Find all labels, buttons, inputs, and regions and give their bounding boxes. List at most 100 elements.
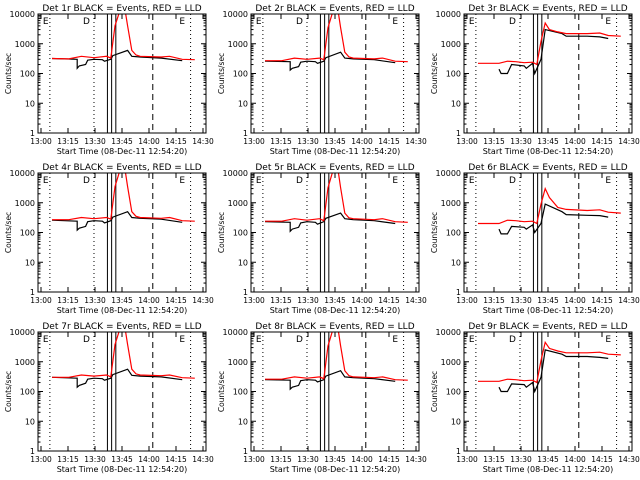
panel-det-9: Det 9r BLACK = Events, RED = LLD E D E 1 10 10… bbox=[430, 322, 640, 474]
marker-label: E bbox=[179, 335, 185, 345]
y-axis-label: Counts/sec bbox=[4, 53, 13, 94]
x-tick-label: 14:15 bbox=[165, 296, 187, 305]
panel-det-1: Det 1r BLACK = Events, RED = LLD E D E 1 10 10… bbox=[4, 4, 214, 156]
x-tick-label: 13:15 bbox=[483, 455, 505, 464]
y-tick-label: 1000 bbox=[15, 199, 35, 208]
y-tick-label: 10000 bbox=[436, 328, 461, 337]
panel-data bbox=[51, 173, 195, 232]
x-tick-label: 14:00 bbox=[351, 137, 373, 146]
marker-label: E bbox=[43, 176, 49, 186]
y-tick-label: 1 bbox=[456, 447, 461, 456]
x-tick-label: 13:15 bbox=[483, 296, 505, 305]
x-tick-label: 14:30 bbox=[405, 137, 427, 146]
y-axis-label: Counts/sec bbox=[4, 371, 13, 412]
x-tick-label: 13:00 bbox=[30, 137, 52, 146]
plot-frame bbox=[250, 172, 420, 293]
y-axis-label: Counts/sec bbox=[217, 53, 226, 94]
panel-title: Det 7r BLACK = Events, RED = LLD bbox=[42, 322, 201, 332]
plot-frame bbox=[463, 13, 633, 134]
x-tick-label: 13:00 bbox=[243, 296, 265, 305]
y-tick-label: 10000 bbox=[10, 10, 35, 19]
panel-title: Det 5r BLACK = Events, RED = LLD bbox=[255, 163, 414, 173]
panel-det-7: Det 7r BLACK = Events, RED = LLD E D E 1 10 10… bbox=[4, 322, 214, 474]
marker-label: E bbox=[179, 176, 185, 186]
y-tick-label: 100 bbox=[233, 70, 248, 79]
marker-label: D bbox=[509, 335, 516, 345]
series-line-events bbox=[264, 212, 396, 233]
x-tick-label: 14:00 bbox=[138, 296, 160, 305]
x-tick-label: 13:15 bbox=[270, 296, 292, 305]
x-tick-label: 13:45 bbox=[537, 137, 559, 146]
series-line-events bbox=[264, 369, 396, 391]
y-tick-label: 10000 bbox=[436, 169, 461, 178]
panel-title: Det 1r BLACK = Events, RED = LLD bbox=[42, 4, 201, 14]
marker-label: D bbox=[83, 176, 90, 186]
x-tick-label: 13:00 bbox=[456, 455, 478, 464]
marker-label: E bbox=[392, 335, 398, 345]
series-line-lld bbox=[265, 332, 408, 381]
series-line-events bbox=[51, 49, 183, 70]
x-tick-label: 13:45 bbox=[111, 296, 133, 305]
marker-label: D bbox=[509, 17, 516, 27]
y-tick-label: 10 bbox=[25, 417, 35, 426]
x-tick-label: 13:30 bbox=[84, 455, 106, 464]
y-tick-label: 1000 bbox=[441, 40, 461, 49]
x-tick-label: 13:30 bbox=[510, 137, 532, 146]
y-tick-label: 10000 bbox=[10, 169, 35, 178]
y-axis-label: Counts/sec bbox=[4, 212, 13, 253]
marker-label: E bbox=[469, 176, 475, 186]
panel-data bbox=[478, 21, 621, 76]
panel-data bbox=[264, 14, 408, 72]
y-axis-label: Counts/sec bbox=[430, 53, 439, 94]
plot-frame bbox=[250, 331, 420, 452]
y-tick-label: 100 bbox=[446, 388, 461, 397]
panel-det-3: Det 3r BLACK = Events, RED = LLD E D E 1 10 10… bbox=[430, 4, 640, 156]
x-axis-label: Start Time (08-Dec-11 12:54:20) bbox=[483, 306, 614, 315]
y-tick-label: 1 bbox=[243, 447, 248, 456]
x-tick-label: 13:45 bbox=[111, 137, 133, 146]
panel-det-6: Det 6r BLACK = Events, RED = LLD E D E 1 10 10… bbox=[430, 163, 640, 315]
x-tick-label: 13:00 bbox=[30, 296, 52, 305]
y-tick-label: 1000 bbox=[228, 358, 248, 367]
y-tick-label: 10000 bbox=[223, 10, 248, 19]
x-tick-label: 13:45 bbox=[324, 455, 346, 464]
y-axis-label: Counts/sec bbox=[217, 212, 226, 253]
x-tick-label: 14:15 bbox=[591, 137, 613, 146]
series-line-lld bbox=[52, 332, 195, 379]
x-tick-label: 14:30 bbox=[618, 455, 640, 464]
panel-det-4: Det 4r BLACK = Events, RED = LLD E D E 1 10 10… bbox=[4, 163, 214, 315]
x-tick-label: 14:30 bbox=[192, 296, 214, 305]
y-tick-label: 10 bbox=[451, 417, 461, 426]
x-tick-label: 14:30 bbox=[405, 455, 427, 464]
plot-frame bbox=[37, 331, 207, 452]
x-tick-label: 13:45 bbox=[324, 137, 346, 146]
x-tick-label: 14:00 bbox=[564, 296, 586, 305]
y-tick-label: 1 bbox=[456, 129, 461, 138]
series-line-lld bbox=[51, 14, 195, 61]
x-tick-label: 14:15 bbox=[165, 137, 187, 146]
y-axis-label: Counts/sec bbox=[217, 371, 226, 412]
series-line-events bbox=[498, 203, 609, 235]
x-axis-label: Start Time (08-Dec-11 12:54:20) bbox=[483, 465, 614, 474]
x-axis-label: Start Time (08-Dec-11 12:54:20) bbox=[270, 465, 401, 474]
y-tick-label: 10 bbox=[238, 99, 248, 108]
series-line-lld bbox=[265, 14, 408, 63]
x-tick-label: 14:30 bbox=[618, 137, 640, 146]
plot-frame bbox=[463, 331, 633, 452]
marker-label: E bbox=[179, 17, 185, 27]
x-tick-label: 13:45 bbox=[537, 296, 559, 305]
marker-label: E bbox=[43, 17, 49, 27]
x-tick-label: 14:00 bbox=[138, 455, 160, 464]
x-tick-label: 13:45 bbox=[324, 296, 346, 305]
series-line-events bbox=[498, 28, 609, 76]
x-tick-label: 14:30 bbox=[192, 455, 214, 464]
marker-label: E bbox=[256, 176, 262, 186]
x-tick-label: 14:00 bbox=[138, 137, 160, 146]
x-axis-label: Start Time (08-Dec-11 12:54:20) bbox=[270, 147, 401, 156]
y-tick-label: 1 bbox=[30, 447, 35, 456]
panel-title: Det 6r BLACK = Events, RED = LLD bbox=[468, 163, 627, 173]
y-tick-label: 1000 bbox=[228, 199, 248, 208]
y-tick-label: 10 bbox=[238, 417, 248, 426]
x-tick-label: 13:15 bbox=[483, 137, 505, 146]
